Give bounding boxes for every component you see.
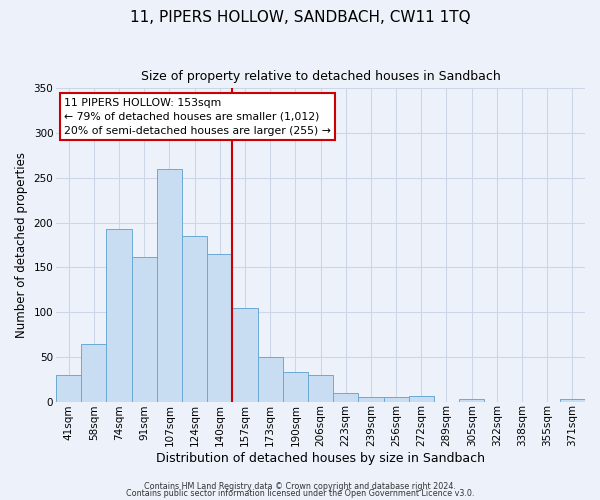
Bar [131, 258, 157, 402]
Bar [106, 229, 131, 402]
Bar [383, 397, 409, 402]
Bar [308, 374, 333, 402]
Bar [157, 169, 182, 402]
Text: Contains HM Land Registry data © Crown copyright and database right 2024.: Contains HM Land Registry data © Crown c… [144, 482, 456, 491]
X-axis label: Distribution of detached houses by size in Sandbach: Distribution of detached houses by size … [156, 452, 485, 465]
Text: 11 PIPERS HOLLOW: 153sqm
← 79% of detached houses are smaller (1,012)
20% of sem: 11 PIPERS HOLLOW: 153sqm ← 79% of detach… [64, 98, 331, 136]
Bar [182, 236, 207, 402]
Y-axis label: Number of detached properties: Number of detached properties [15, 152, 28, 338]
Bar [81, 344, 106, 402]
Bar [409, 396, 434, 402]
Bar [257, 357, 283, 402]
Bar [232, 308, 257, 402]
Bar [560, 399, 585, 402]
Bar [56, 374, 81, 402]
Text: Contains public sector information licensed under the Open Government Licence v3: Contains public sector information licen… [126, 490, 474, 498]
Bar [333, 392, 358, 402]
Bar [207, 254, 232, 402]
Title: Size of property relative to detached houses in Sandbach: Size of property relative to detached ho… [140, 70, 500, 83]
Bar [283, 372, 308, 402]
Text: 11, PIPERS HOLLOW, SANDBACH, CW11 1TQ: 11, PIPERS HOLLOW, SANDBACH, CW11 1TQ [130, 10, 470, 25]
Bar [459, 399, 484, 402]
Bar [358, 397, 383, 402]
